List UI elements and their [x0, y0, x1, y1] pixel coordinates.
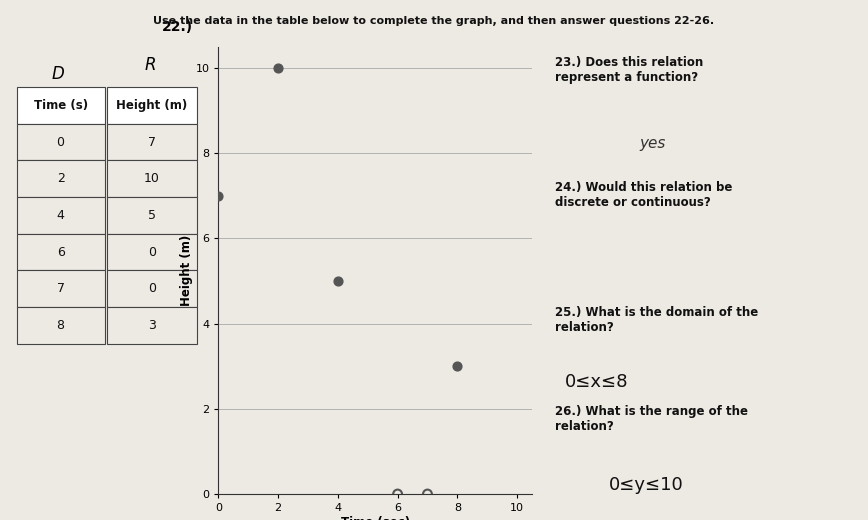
- Bar: [107, 124, 197, 160]
- Bar: [107, 197, 197, 233]
- Text: yes: yes: [640, 136, 666, 151]
- Text: 0: 0: [148, 245, 155, 258]
- Text: 22.): 22.): [162, 20, 193, 34]
- Bar: [16, 197, 105, 233]
- Text: 6: 6: [56, 245, 64, 258]
- Text: 25.) What is the domain of the
relation?: 25.) What is the domain of the relation?: [556, 306, 759, 334]
- Text: 10: 10: [144, 172, 160, 185]
- Bar: [16, 160, 105, 197]
- Text: 0: 0: [56, 136, 64, 149]
- Point: [271, 64, 285, 72]
- Bar: [16, 124, 105, 160]
- Text: 3: 3: [148, 319, 155, 332]
- Text: 24.) Would this relation be
discrete or continuous?: 24.) Would this relation be discrete or …: [556, 181, 733, 209]
- X-axis label: Time (sec): Time (sec): [340, 516, 410, 520]
- Text: 4: 4: [56, 209, 64, 222]
- Text: 0: 0: [148, 282, 155, 295]
- Point: [450, 362, 464, 370]
- Bar: [16, 87, 105, 124]
- Text: 8: 8: [56, 319, 64, 332]
- Text: Use the data in the table below to complete the graph, and then answer questions: Use the data in the table below to compl…: [154, 16, 714, 25]
- Text: R: R: [144, 56, 155, 74]
- Bar: [107, 160, 197, 197]
- Text: 7: 7: [56, 282, 64, 295]
- Bar: [107, 233, 197, 270]
- Text: 2: 2: [56, 172, 64, 185]
- Text: 7: 7: [148, 136, 155, 149]
- Point: [331, 277, 345, 285]
- Bar: [107, 270, 197, 307]
- Text: 26.) What is the range of the
relation?: 26.) What is the range of the relation?: [556, 405, 748, 433]
- Bar: [107, 307, 197, 344]
- Bar: [16, 307, 105, 344]
- Text: Time (s): Time (s): [34, 99, 88, 112]
- Point: [420, 490, 434, 498]
- Text: 23.) Does this relation
represent a function?: 23.) Does this relation represent a func…: [556, 56, 703, 84]
- Text: 0≤x≤8: 0≤x≤8: [564, 373, 628, 391]
- Bar: [107, 87, 197, 124]
- Point: [391, 490, 404, 498]
- Text: 0≤y≤10: 0≤y≤10: [608, 476, 683, 494]
- Text: D: D: [51, 64, 64, 83]
- Y-axis label: Height (m): Height (m): [180, 235, 193, 306]
- Bar: [16, 270, 105, 307]
- Bar: [16, 233, 105, 270]
- Text: Height (m): Height (m): [116, 99, 187, 112]
- Point: [212, 192, 226, 200]
- Text: 5: 5: [148, 209, 155, 222]
